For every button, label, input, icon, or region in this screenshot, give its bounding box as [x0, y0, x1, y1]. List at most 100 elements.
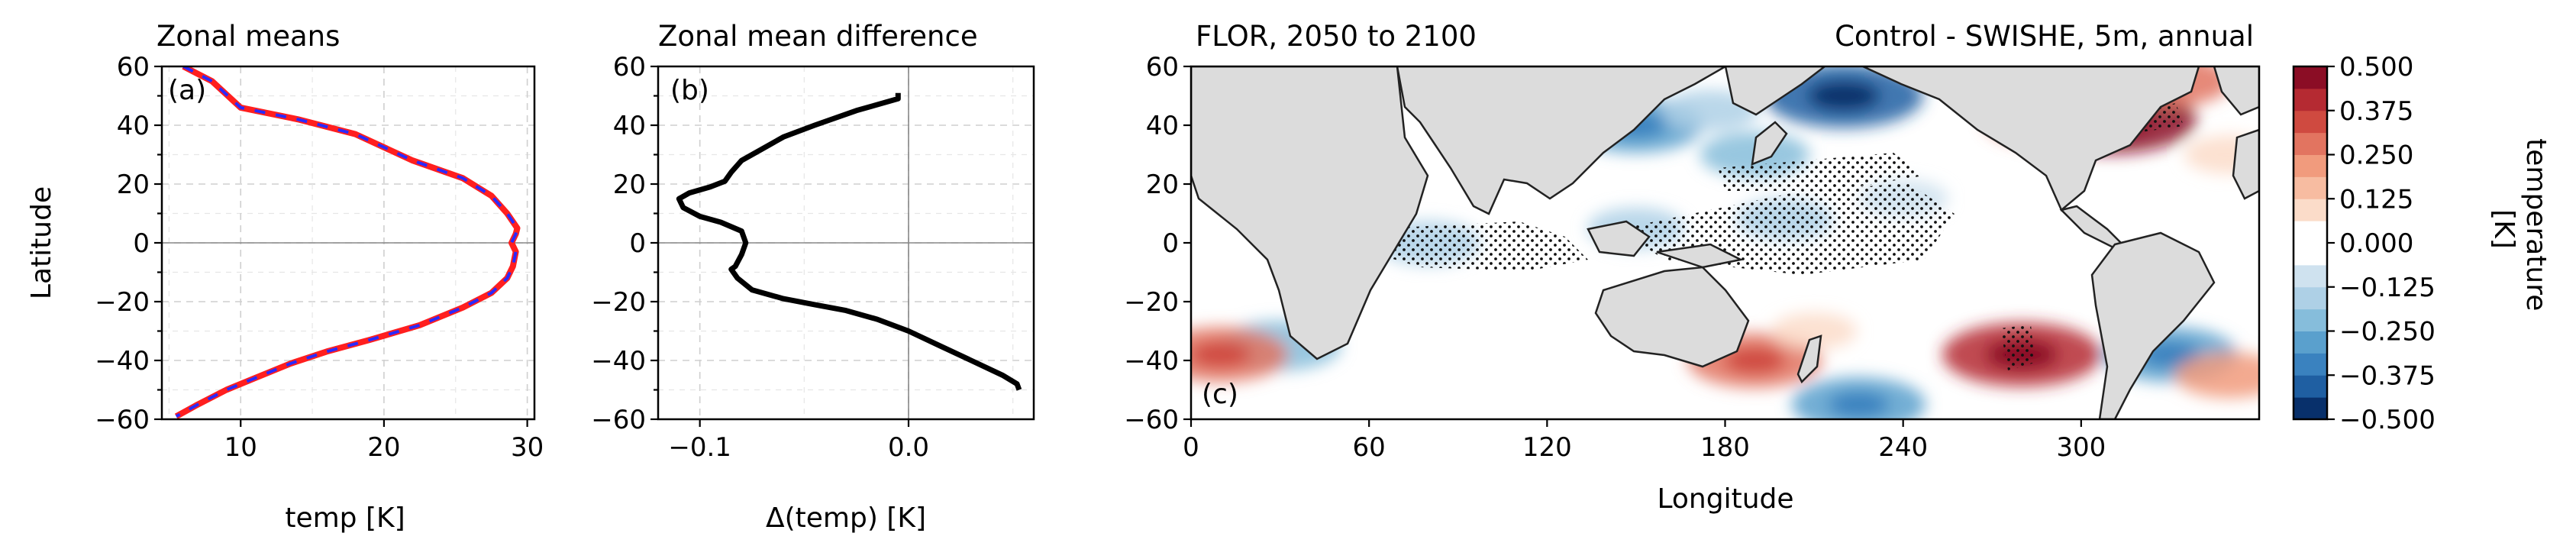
panel-b: Zonal mean difference 60 40 20 0 −20 −40 −60 −0…	[591, 20, 1035, 534]
panel-c-xlabel: Longitude	[1657, 483, 1793, 515]
panel-b-xtick-label: 0.0	[888, 432, 929, 463]
anomaly-core	[1808, 81, 1880, 111]
panel-b-ytick-label: 60	[613, 52, 646, 82]
panel-a-xtick-label: 10	[224, 432, 257, 463]
anomaly-patch	[1771, 312, 1858, 350]
colorbar-tick-label: −0.500	[2339, 405, 2436, 435]
land-greenland	[2213, 66, 2259, 116]
land-europe-west	[2232, 128, 2259, 200]
land-japan	[1751, 121, 1788, 166]
colorbar-swatch	[2294, 243, 2327, 266]
colorbar-swatch	[2294, 154, 2327, 177]
colorbar-tick-label: 0.375	[2339, 96, 2413, 127]
panel-a-ytick-label: 20	[117, 170, 150, 200]
colorbar-tick-label: 0.500	[2339, 52, 2413, 82]
swishe-line	[175, 66, 519, 418]
panel-b-ytick-label: −60	[591, 405, 646, 435]
colorbar-swatch	[2294, 66, 2327, 89]
land-africa	[1191, 66, 1429, 360]
panel-c-xtick-label: 180	[1700, 432, 1750, 463]
colorbar-swatch	[2294, 132, 2327, 155]
colorbar-swatch	[2294, 331, 2327, 354]
colorbar-tick-label: 0.250	[2339, 141, 2413, 171]
panel-a-xtick-label: 30	[511, 432, 544, 463]
colorbar-swatch	[2294, 88, 2327, 111]
panel-a-ytick-label: −40	[95, 346, 150, 376]
land-south-america	[2090, 231, 2216, 419]
colorbar-swatch	[2294, 397, 2327, 420]
panel-c: FLOR, 2050 to 2100 Control - SWISHE, 5m,…	[1124, 20, 2261, 515]
panel-c-ytick-label: −20	[1124, 287, 1179, 318]
panel-a: Zonal means 60 40 20 0 −20 −40 −60 10 20 30 (a) t…	[26, 20, 544, 534]
colorbar-tick-label: −0.375	[2339, 360, 2436, 391]
panel-b-ytick-label: 40	[613, 111, 646, 141]
land-northeast-asia	[1724, 66, 1827, 116]
colorbar: 0.500 0.375 0.250 0.125 0.000 −0.125 −0.250 −0.…	[2292, 52, 2552, 435]
panel-c-ytick-label: 20	[1146, 170, 1179, 200]
land-eurasia	[1396, 66, 1728, 215]
panel-c-ytick-label: −60	[1124, 405, 1179, 435]
panel-a-ytick-label: −20	[95, 287, 150, 318]
panel-c-ytick-label: −40	[1124, 346, 1179, 376]
panel-b-ytick-label: −40	[591, 346, 646, 376]
land-australia	[1594, 266, 1750, 368]
panel-a-title: Zonal means	[157, 20, 340, 53]
colorbar-label: temperature [K]	[2488, 138, 2552, 320]
panel-b-ytick-label: 20	[613, 170, 646, 200]
panel-a-ylabel: Latitude	[26, 186, 57, 299]
panel-c-title: FLOR, 2050 to 2100	[1196, 20, 1477, 53]
colorbar-swatch	[2294, 199, 2327, 221]
colorbar-tick-label: −0.250	[2339, 317, 2436, 347]
panel-b-ytick-label: −20	[591, 287, 646, 318]
panel-b-xtick-label: −0.1	[668, 432, 731, 463]
colorbar-tick-label: 0.125	[2339, 184, 2413, 215]
land-new-guinea	[1656, 243, 1744, 269]
stipple-indian-ocean	[1367, 221, 1588, 271]
land-borneo	[1587, 220, 1651, 257]
colorbar-swatch	[2294, 353, 2327, 376]
panel-c-ytick-label: 40	[1146, 111, 1179, 141]
panel-c-xtick-label: 0	[1183, 432, 1199, 463]
anomaly-core	[1724, 347, 1785, 373]
panel-c-xtick-label: 120	[1522, 432, 1572, 463]
anomaly-core	[1191, 342, 1251, 367]
panel-b-xlabel: Δ(temp) [K]	[766, 502, 926, 534]
panel-c-xtick-label: 240	[1878, 432, 1928, 463]
panel-c-xtick-label: 60	[1353, 432, 1386, 463]
colorbar-swatch	[2294, 176, 2327, 199]
difference-line	[676, 92, 1022, 391]
panel-b-label: (b)	[670, 75, 709, 106]
panel-a-xlabel: temp [K]	[285, 502, 405, 534]
colorbar-tick-label: −0.125	[2339, 273, 2436, 303]
land-new-zealand	[1796, 334, 1822, 384]
panel-c-xtick-label: 300	[2056, 432, 2106, 463]
colorbar-label-line-2: [K]	[2488, 209, 2520, 249]
panel-c-ytick-label: 0	[1162, 228, 1179, 259]
stipple-south-pacific	[2000, 325, 2035, 370]
colorbar-swatch	[2294, 110, 2327, 134]
map-land	[1191, 66, 2259, 419]
colorbar-swatch	[2294, 309, 2327, 331]
panel-a-ytick-label: 0	[133, 228, 150, 259]
colorbar-swatch	[2294, 221, 2327, 244]
colorbar-swatch	[2294, 286, 2327, 310]
panel-b-title: Zonal mean difference	[658, 20, 978, 53]
colorbar-swatch	[2294, 375, 2327, 398]
panel-a-ytick-label: −60	[95, 405, 150, 435]
stipple-north-pacific	[1718, 153, 1924, 191]
anomaly-core	[1828, 392, 1889, 417]
anomaly-patch	[2174, 352, 2259, 399]
panel-b-ytick-label: 0	[629, 228, 646, 259]
colorbar-swatch	[2294, 264, 2327, 288]
panel-a-label: (a)	[168, 75, 206, 106]
colorbar-label-line-1: temperature	[2520, 138, 2552, 311]
panel-c-title-right: Control - SWISHE, 5m, annual	[1835, 20, 2254, 53]
anomaly-patch	[2184, 135, 2259, 174]
panel-c-ytick-label: 60	[1146, 52, 1179, 82]
panel-a-ytick-label: 40	[117, 111, 150, 141]
colorbar-tick-label: 0.000	[2339, 228, 2413, 259]
panel-a-ytick-label: 60	[117, 52, 150, 82]
panel-a-xtick-label: 20	[367, 432, 400, 463]
panel-c-label: (c)	[1202, 379, 1238, 410]
